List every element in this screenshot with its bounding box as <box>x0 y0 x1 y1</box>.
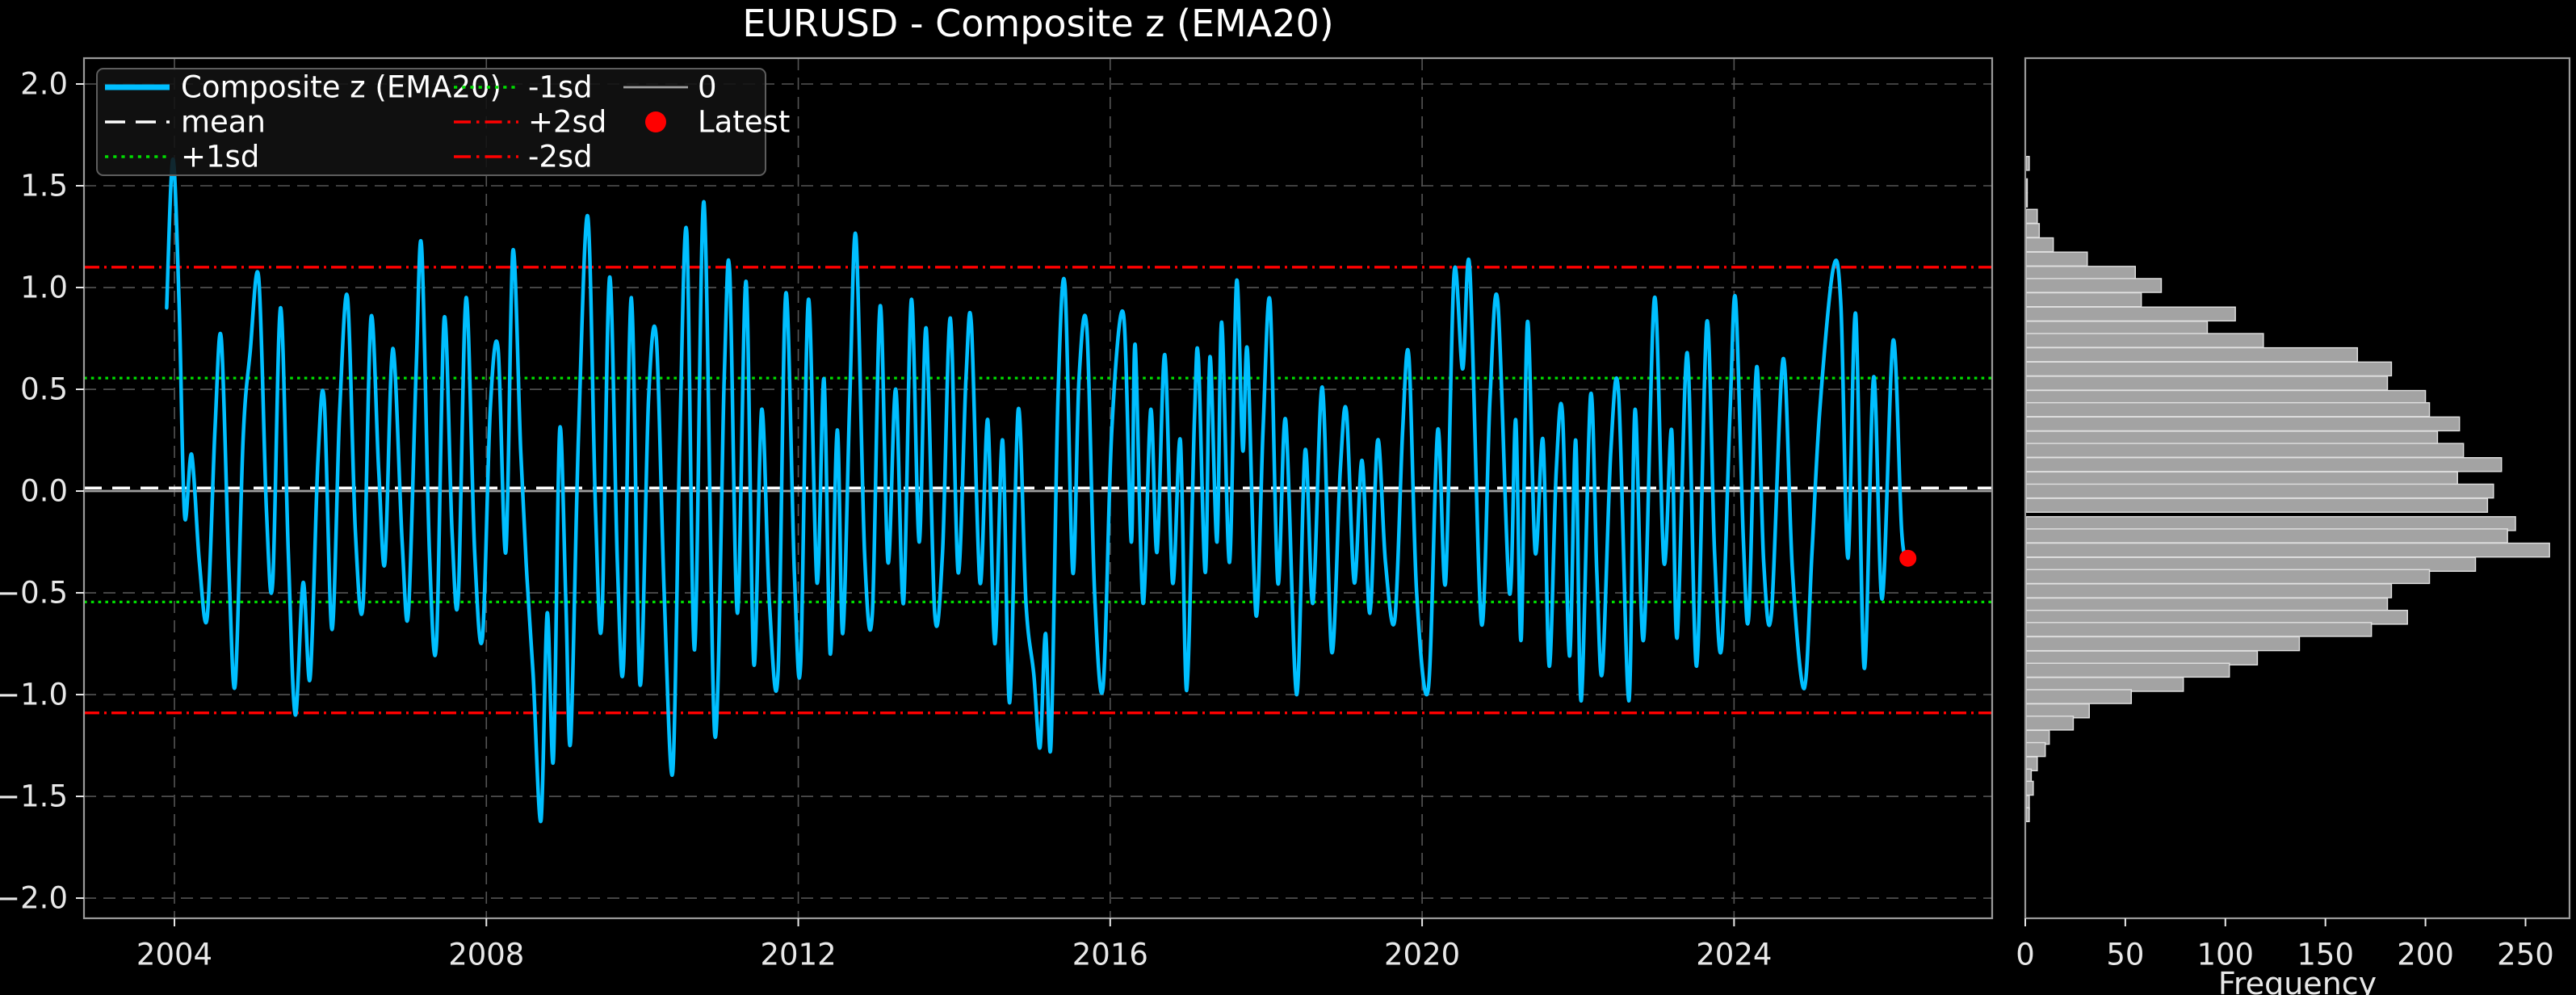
y-tick-label: −1.0 <box>0 678 68 712</box>
hist-bar <box>2025 456 2503 472</box>
hist-bar <box>2025 542 2550 558</box>
hist-bar <box>2025 741 2046 758</box>
hist-bar <box>2025 569 2431 585</box>
x-tick-label: 2004 <box>136 938 212 972</box>
y-tick-label: 0.5 <box>20 372 68 407</box>
y-tick-label: −2.0 <box>0 881 68 916</box>
hist-bar <box>2025 780 2034 796</box>
hist-bar <box>2025 622 2373 637</box>
y-tick-label: 1.5 <box>20 169 68 204</box>
y-tick-label: 2.0 <box>20 67 68 102</box>
hist-bar <box>2025 528 2508 544</box>
hist-xlabel: Frequency <box>2218 966 2377 995</box>
hist-bar <box>2025 443 2465 458</box>
x-tick-label: 2012 <box>760 938 836 972</box>
hist-x-tick-label: 100 <box>2196 938 2254 972</box>
latest-dot <box>1899 549 1917 567</box>
legend-latest-dot-icon <box>645 111 666 132</box>
hist-bar <box>2025 333 2264 348</box>
y-tick-label: 0.0 <box>20 474 68 509</box>
legend-box <box>96 68 766 176</box>
y-tick-label: −1.5 <box>0 779 68 814</box>
hist-bar <box>2025 583 2393 598</box>
hist-bar <box>2025 483 2494 499</box>
hist-bar <box>2025 498 2489 513</box>
hist-bar <box>2025 178 2028 194</box>
hist-bar <box>2025 192 2028 208</box>
hist-bar <box>2025 223 2041 238</box>
hist-bar <box>2025 716 2075 731</box>
legend-label: 0 <box>698 70 717 105</box>
x-tick-label: 2020 <box>1384 938 1460 972</box>
hist-bar <box>2025 361 2393 377</box>
hist-bar <box>2025 401 2431 418</box>
hist-bar <box>2025 807 2030 822</box>
series-line <box>165 157 1910 824</box>
hist-bar <box>2025 237 2054 253</box>
hist-bar <box>2025 208 2038 225</box>
hist-bar <box>2025 278 2163 293</box>
hist-x-tick-label: 0 <box>2016 938 2035 972</box>
legend-label: +2sd <box>528 105 606 140</box>
main-panel-border <box>82 57 1994 920</box>
x-tick-label: 2016 <box>1072 938 1148 972</box>
hist-x-tick-label: 50 <box>2106 938 2144 972</box>
hist-bar <box>2025 662 2230 678</box>
x-tick-label: 2024 <box>1696 938 1772 972</box>
chart-title: EURUSD - Composite z (EMA20) <box>742 2 1334 45</box>
y-tick-label: 1.0 <box>20 271 68 305</box>
hist-bar <box>2025 416 2461 432</box>
hist-bar <box>2025 306 2236 322</box>
hist-x-tick-label: 200 <box>2397 938 2454 972</box>
legend-label: Composite z (EMA20) <box>181 70 501 105</box>
y-tick-label: −0.5 <box>0 576 68 611</box>
legend-label: +1sd <box>181 140 259 174</box>
hist-x-tick-label: 250 <box>2497 938 2554 972</box>
hist-x-tick-label: 150 <box>2297 938 2354 972</box>
hist-bar <box>2025 376 2389 391</box>
hist-bar <box>2025 689 2133 704</box>
hist-bar <box>2025 636 2301 652</box>
x-tick-label: 2008 <box>448 938 524 972</box>
hist-bar <box>2025 292 2142 308</box>
hist-bar <box>2025 156 2030 171</box>
hist-bar <box>2025 346 2359 363</box>
legend-label: mean <box>181 105 266 140</box>
legend-label: -2sd <box>528 140 593 174</box>
hist-bar <box>2025 251 2088 267</box>
hist-panel-border <box>2024 57 2571 920</box>
legend-label: Latest <box>698 105 790 140</box>
legend-label: -1sd <box>528 70 593 105</box>
